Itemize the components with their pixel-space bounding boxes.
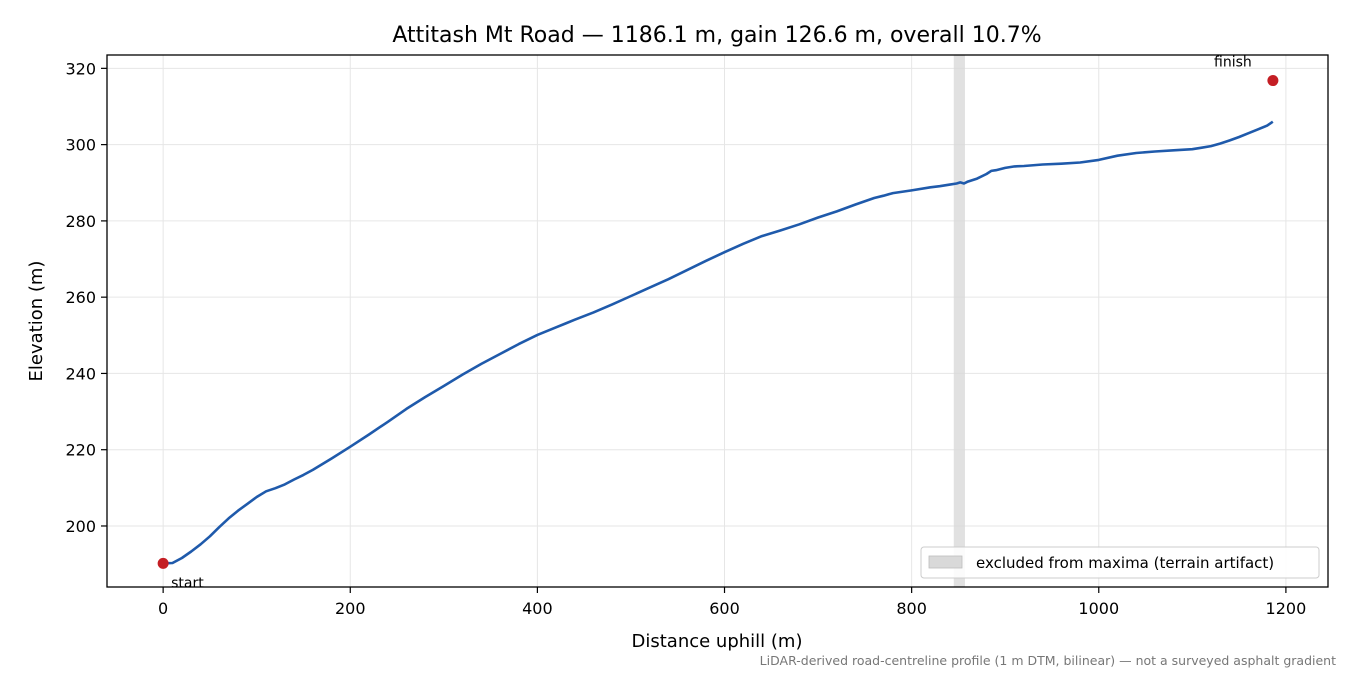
x-tick-label: 800 — [896, 599, 927, 618]
legend: excluded from maxima (terrain artifact) — [920, 546, 1320, 579]
x-tick-label: 200 — [335, 599, 366, 618]
x-axis-label: Distance uphill (m) — [632, 631, 803, 652]
start-label: start — [171, 575, 204, 591]
y-tick-label: 220 — [65, 441, 96, 460]
legend-swatch — [928, 555, 963, 569]
x-tick-label: 0 — [158, 599, 168, 618]
start-marker — [157, 557, 169, 569]
y-tick-label: 280 — [65, 212, 96, 231]
x-tick-label: 1200 — [1266, 599, 1307, 618]
y-axis-label: Elevation (m) — [26, 261, 47, 382]
legend-box — [920, 546, 1320, 579]
chart-title: Attitash Mt Road — 1186.1 m, gain 126.6 … — [392, 23, 1041, 48]
excluded-band — [953, 55, 965, 587]
y-axis-ticks: 200 220 240 260 280 300 320 — [65, 59, 107, 536]
legend-label: excluded from maxima (terrain artifact) — [976, 554, 1274, 572]
y-tick-label: 300 — [65, 136, 96, 155]
x-tick-label: 400 — [522, 599, 553, 618]
vertical-gridlines — [162, 55, 1287, 587]
footnote: LiDAR-derived road-centreline profile (1… — [760, 653, 1336, 668]
x-axis-ticks: 0 200 400 600 800 1000 1200 — [158, 587, 1306, 618]
y-tick-label: 200 — [65, 517, 96, 536]
finish-marker — [1267, 75, 1279, 87]
elevation-profile-line — [163, 120, 1274, 565]
horizontal-gridlines — [107, 67, 1328, 527]
y-tick-label: 260 — [65, 288, 96, 307]
finish-label: finish — [1214, 55, 1252, 71]
y-tick-label: 320 — [65, 59, 96, 78]
x-tick-label: 600 — [709, 599, 740, 618]
y-tick-label: 240 — [65, 364, 96, 383]
x-tick-label: 1000 — [1078, 599, 1119, 618]
plot-frame — [106, 54, 1329, 588]
